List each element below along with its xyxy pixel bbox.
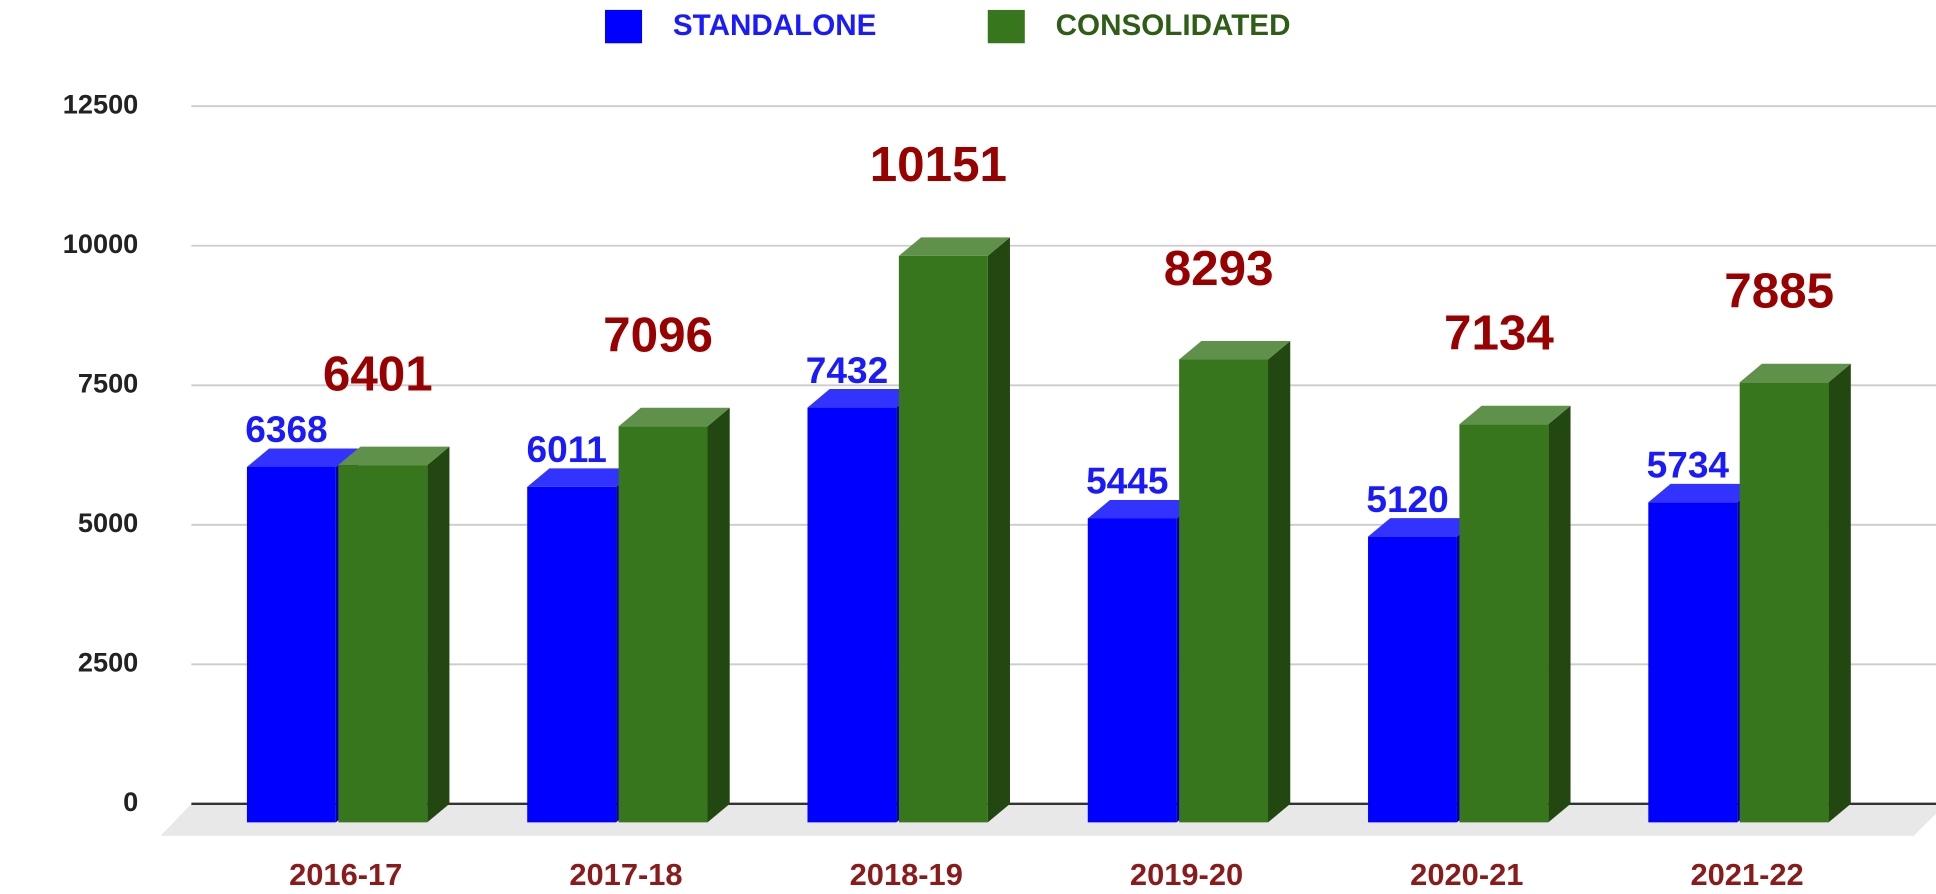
bar-top <box>898 237 1010 256</box>
x-tick-label: 2019-20 <box>1130 857 1243 892</box>
legend-swatch <box>605 9 643 44</box>
bar-side <box>1828 363 1851 823</box>
data-label: 8293 <box>1164 241 1274 296</box>
x-tick-label: 2021-22 <box>1690 857 1803 892</box>
x-tick-label: 2020-21 <box>1410 857 1523 892</box>
bar-front <box>1087 518 1177 823</box>
bar-top <box>1739 363 1851 383</box>
bar-top <box>618 407 730 427</box>
y-tick-label: 12500 <box>63 88 139 119</box>
y-tick-label: 5000 <box>78 507 138 538</box>
bar-side <box>987 237 1010 823</box>
bar-top <box>1648 483 1760 503</box>
bar-side <box>707 407 730 823</box>
legend-swatch <box>987 9 1025 44</box>
bar-top <box>527 468 639 487</box>
y-tick-label: 2500 <box>78 646 138 677</box>
data-label: 10151 <box>870 137 1007 192</box>
x-tick-label: 2017-18 <box>569 857 682 892</box>
bar-front <box>898 255 988 823</box>
bar-top <box>1087 499 1199 519</box>
data-label: 5445 <box>1086 460 1168 502</box>
bar <box>898 237 1010 823</box>
bar-front <box>1739 382 1829 823</box>
data-label: 7432 <box>806 349 888 391</box>
data-label: 6011 <box>527 428 607 470</box>
grid: 0 2500 5000 7500 10000 12500 <box>63 88 1936 817</box>
bar-front <box>618 426 708 823</box>
bar-top <box>1179 341 1291 360</box>
data-label: 7096 <box>603 308 713 363</box>
y-tick-label: 10000 <box>63 228 139 259</box>
y-tick-label: 7500 <box>78 367 138 398</box>
y-tick-label: 0 <box>123 786 138 817</box>
bar-front <box>246 466 336 823</box>
data-label: 7885 <box>1724 264 1834 319</box>
bar-front <box>1459 424 1549 823</box>
x-tick-label: 2016-17 <box>289 857 402 892</box>
data-label: 5120 <box>1366 478 1448 520</box>
data-label: 6368 <box>245 408 327 450</box>
bar-top <box>338 446 450 466</box>
x-tick-label: 2018-19 <box>850 857 963 892</box>
data-label: 6401 <box>323 347 433 402</box>
legend-label: STANDALONE <box>673 9 877 42</box>
bar-front <box>1179 359 1269 823</box>
bar-top <box>807 389 919 408</box>
bar <box>1179 341 1291 823</box>
bar-front <box>1648 502 1738 823</box>
bar-front <box>527 486 617 823</box>
bar-front <box>1368 536 1457 823</box>
legend-label: CONSOLIDATED <box>1056 9 1291 42</box>
bar-front <box>807 407 897 823</box>
bar-front <box>338 465 428 823</box>
bar <box>1459 405 1571 823</box>
data-label: 7134 <box>1444 306 1554 361</box>
bar <box>338 446 450 823</box>
bar-side <box>427 446 450 823</box>
bar-top <box>1459 405 1571 425</box>
data-label: 5734 <box>1647 444 1730 486</box>
labels: 2016-17 6368 6401 2017-18 6011 7096 2018-19 743… <box>245 137 1834 892</box>
bar <box>618 407 730 823</box>
bar-top <box>1368 518 1480 537</box>
bars <box>246 237 1851 823</box>
legend: STANDALONE CONSOLIDATED <box>605 9 1291 44</box>
bar-side <box>1548 405 1571 823</box>
bar-side <box>1268 341 1291 823</box>
bar <box>1739 363 1851 823</box>
bar-top <box>246 448 359 467</box>
